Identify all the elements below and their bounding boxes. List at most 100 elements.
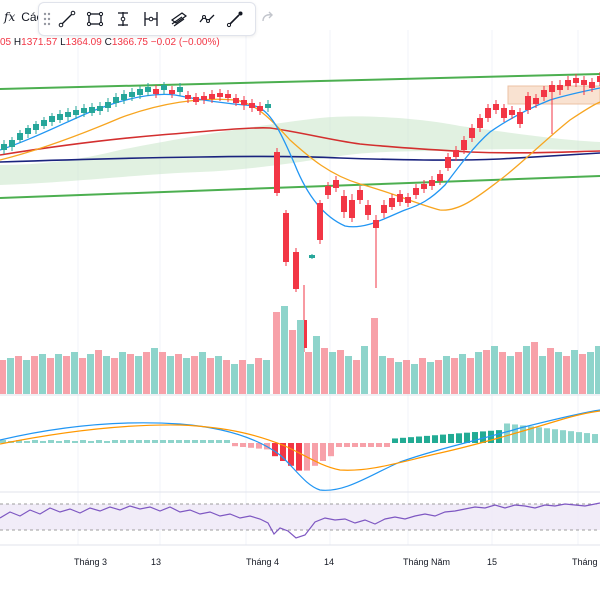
macd-bar [16,440,22,443]
macd-bar [504,423,510,443]
macd-bar [312,443,318,466]
candle [437,174,443,181]
candle [1,144,7,150]
volume-bar [321,348,328,394]
macd-bar [288,443,294,466]
macd-bar [408,437,414,443]
brush-tool[interactable] [221,5,249,33]
candle [365,205,371,215]
macd-bar [32,440,38,443]
volume-bar [207,358,214,394]
macd-bar [496,430,502,443]
volume-bar [199,352,206,394]
macd-bar [232,443,238,447]
volume-bar [143,352,150,394]
macd-bar [416,436,422,443]
candle [121,94,127,100]
candle [445,157,451,168]
candle [257,106,263,111]
candle [381,205,387,213]
channel-upper-line[interactable] [0,73,600,90]
volume-bar [419,358,426,394]
volume-bar [337,350,344,394]
volume-bar [313,336,320,394]
macd-bar [80,440,86,443]
volume-bar [31,356,38,394]
candle [145,87,151,92]
volume-bar [547,348,554,394]
macd-bar [160,440,166,443]
volume-bar [435,360,442,394]
parallel-channel-tool[interactable] [165,5,193,33]
high-value: 1371.57 [21,37,58,48]
candle [533,98,539,104]
macd-bar [464,432,470,443]
volume-bar [563,356,570,394]
candle [49,116,55,122]
volume-bar [571,350,578,394]
volume-bar [0,360,6,394]
volume-bar [403,360,410,394]
drag-handle-icon[interactable] [41,9,53,29]
candle [389,198,395,207]
redo-icon[interactable] [258,8,278,26]
macd-bar [272,443,278,457]
candle [209,94,215,99]
path-tool[interactable] [193,5,221,33]
high-label: H [13,37,22,48]
macd-bar [336,443,342,447]
volume-bar [379,356,386,394]
volume-bar [71,352,78,394]
horizontal-ray-tool[interactable] [137,5,165,33]
volume-bar [263,360,270,394]
candle [557,85,563,90]
volume-bar [95,350,102,394]
time-axis[interactable]: Tháng 3 13 Tháng 4 14 Tháng Năm 15 Tháng [0,553,600,571]
macd-bar [424,435,430,443]
indicators-label[interactable]: Các [21,10,43,24]
candle [25,128,31,134]
macd-bar [432,435,438,443]
candle [597,76,600,82]
macd-bar [248,443,254,448]
brush-icon [226,11,243,28]
ma-mid-line [0,98,600,211]
volume-bar [111,358,118,394]
candle [581,80,587,85]
macd-bar [144,440,150,443]
trend-line-tool[interactable] [53,5,81,33]
macd-bar [64,440,70,443]
macd-bar [448,433,454,443]
candle [373,220,379,228]
candle [357,190,363,200]
top-toolbar: fx Các [0,0,282,36]
candle [201,96,207,100]
candle [113,97,119,103]
volume-bar [507,356,514,394]
rectangle-tool[interactable] [81,5,109,33]
vertical-line-tool[interactable] [109,5,137,33]
volume-bar [555,352,562,394]
volume-bar [23,360,30,394]
volume-bar [475,352,482,394]
candle [349,200,355,218]
candle [573,78,579,83]
ma-slow-line [0,127,600,156]
macd-bar [168,440,174,443]
volume-bar [247,364,254,394]
candle [89,107,95,113]
volume-bar [175,354,182,394]
macd-signal-line [0,410,600,471]
candle [485,108,491,118]
volume-bar [305,352,312,394]
indicator-fx-icon[interactable]: fx [4,10,16,24]
volume-bar [371,318,378,394]
macd-bar [528,426,534,443]
candlestick-series[interactable] [1,72,600,352]
candle [429,180,435,186]
macd-bar [552,429,558,443]
x-tick-label: Tháng 3 [74,557,108,567]
volume-bar [345,356,352,394]
volume-bar [281,306,288,394]
